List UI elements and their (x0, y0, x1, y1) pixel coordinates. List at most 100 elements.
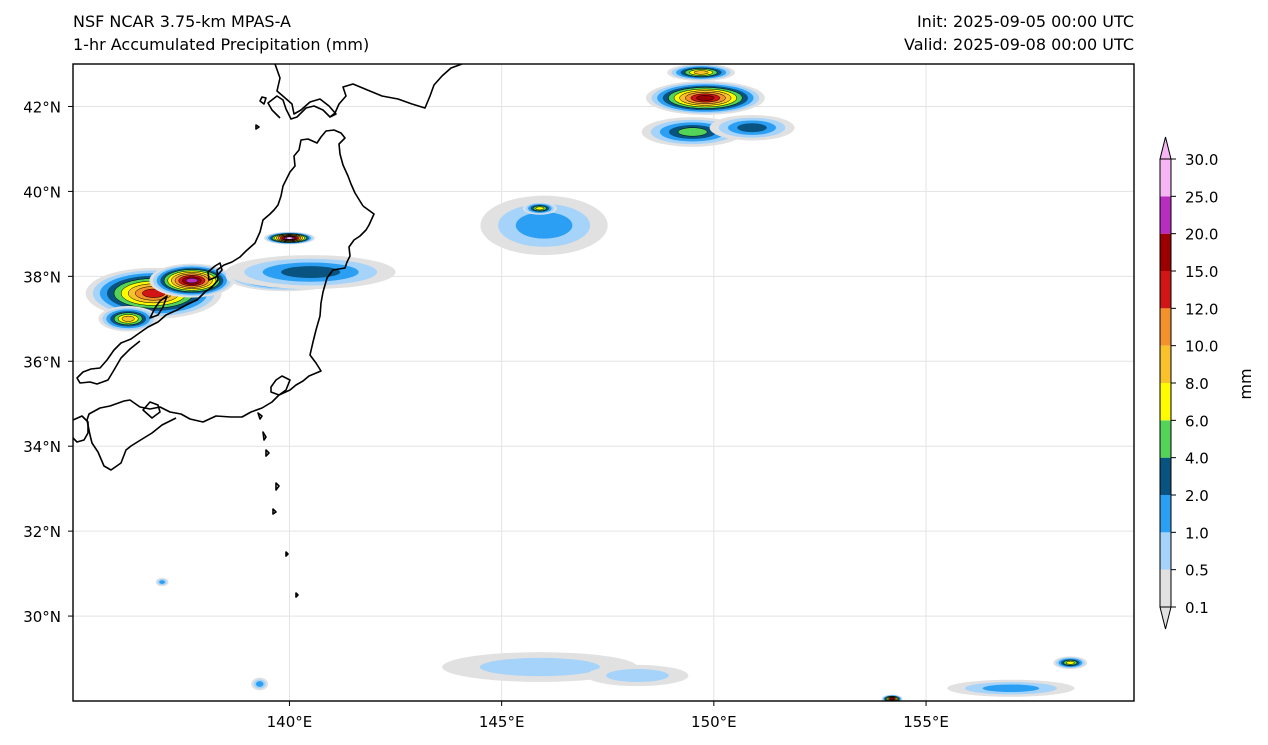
precipitation-field (85, 64, 1088, 701)
colorbar-segment (1160, 569, 1171, 607)
coastline-islet-6 (275, 482, 280, 491)
colorbar-extend-max (1159, 136, 1172, 160)
colorbar-tick-label: 6.0 (1185, 412, 1209, 430)
precip-area (225, 255, 396, 290)
colorbar-segment (1160, 532, 1171, 570)
colorbar-tick-label: 30.0 (1185, 151, 1218, 169)
lon-tick-label: 140°E (267, 713, 313, 731)
lat-tick-label: 32°N (23, 523, 61, 541)
colorbar-tick-label: 0.1 (1185, 599, 1209, 617)
coastline-islet-5 (265, 449, 270, 457)
precip-area (709, 114, 795, 141)
field-title: 1-hr Accumulated Precipitation (mm) (73, 35, 370, 54)
coastline-shikoku (73, 415, 89, 443)
precip-area (645, 80, 765, 115)
coastline-islet-4 (262, 431, 267, 441)
precip-area (263, 231, 315, 245)
coastline-islet-3 (257, 412, 263, 420)
colorbar-segment (1160, 159, 1171, 197)
precip-area (149, 263, 235, 298)
init-time: Init: 2025-09-05 00:00 UTC (916, 12, 1134, 31)
precip-contour (185, 277, 198, 284)
coastline-noto (149, 295, 168, 319)
precip-area (251, 677, 269, 691)
precip-area (586, 664, 689, 687)
coastline-islet-1 (259, 96, 267, 105)
precip-contour (255, 681, 264, 687)
lat-tick-label: 42°N (23, 98, 61, 116)
precip-contour (515, 212, 573, 239)
colorbar-tick-label: 4.0 (1185, 450, 1209, 468)
coastline-hokkaido (267, 64, 463, 120)
colorbar-unit-label: mm (1236, 368, 1255, 399)
coastline-islet-8 (285, 551, 289, 557)
colorbar-tick-label: 15.0 (1185, 263, 1218, 281)
precip-contour (890, 697, 894, 701)
colorbar-segment (1160, 308, 1171, 346)
precip-contour (737, 123, 767, 133)
lat-tick-label: 30°N (23, 608, 61, 626)
map-background (73, 64, 1134, 701)
precip-area (947, 679, 1075, 697)
precip-area (98, 306, 158, 332)
lat-tick-label: 38°N (23, 268, 61, 286)
model-title: NSF NCAR 3.75-km MPAS-A (73, 12, 291, 31)
colorbar-tick-label: 8.0 (1185, 375, 1209, 393)
coastline-islet-2 (255, 124, 260, 130)
lat-tick-label: 34°N (23, 438, 61, 456)
coastline-islet-9 (295, 592, 299, 598)
precip-contour (121, 315, 135, 322)
precip-contour (606, 668, 669, 683)
precip-contour (693, 70, 709, 75)
lon-tick-label: 145°E (479, 713, 525, 731)
precip-area (480, 195, 608, 256)
map-frame (72, 63, 1135, 702)
lon-tick-label: 150°E (691, 713, 737, 731)
precip-contour (696, 95, 715, 101)
valid-time: Valid: 2025-09-08 00:00 UTC (903, 35, 1134, 54)
precip-contour (159, 580, 165, 584)
precip-area (667, 64, 736, 81)
colorbar-tick-label: 1.0 (1185, 524, 1209, 542)
precip-area (1053, 656, 1088, 670)
colorbar-tick-label: 20.0 (1185, 226, 1218, 244)
colorbar-segment (1160, 420, 1171, 458)
coastline-japan-sea (76, 129, 364, 385)
colorbar-segment (1160, 271, 1171, 309)
coastline-izu (270, 375, 291, 396)
lat-tick-label: 36°N (23, 353, 61, 371)
precip-contour (285, 236, 293, 240)
precip-area (155, 577, 169, 587)
colorbar-segment (1160, 457, 1171, 495)
precip-area (881, 694, 903, 701)
coastline-islet-7 (272, 508, 277, 515)
colorbar-tick-label: 0.5 (1185, 562, 1209, 580)
colorbar: 0.1 0.5 1.0 2.0 4.0 6.0 8.0 10.0 12.0 15.0 20.0 25.… (1159, 136, 1218, 630)
precip-contour (281, 266, 341, 278)
lat-tick-label: 40°N (23, 183, 61, 201)
colorbar-segment (1160, 495, 1171, 533)
coastline-sado (207, 262, 223, 281)
colorbar-extend-min (1159, 606, 1172, 630)
colorbar-segment (1160, 196, 1171, 234)
precip-contour (535, 206, 545, 211)
colorbar-segment (1160, 233, 1171, 271)
axis-ticks: 140°E 145°E 150°E 155°E 30°N 32°N 34°N 36°N 38°N… (23, 98, 949, 731)
colorbar-tick-label: 25.0 (1185, 188, 1218, 206)
coastline (73, 64, 463, 598)
colorbar-segment (1160, 345, 1171, 383)
precip-contour (677, 127, 708, 137)
coastline-honshu (86, 205, 375, 471)
precip-contour (1065, 660, 1075, 665)
precip-contour (479, 657, 600, 677)
colorbar-segment (1160, 383, 1171, 421)
gridlines (73, 64, 1134, 701)
colorbar-tick-label: 12.0 (1185, 300, 1218, 318)
lon-tick-label: 155°E (903, 713, 949, 731)
coastline-awaji (142, 401, 161, 419)
precip-contour (982, 684, 1040, 693)
colorbar-tick-label: 10.0 (1185, 338, 1218, 356)
precip-area (522, 202, 557, 215)
colorbar-tick-label: 2.0 (1185, 487, 1209, 505)
